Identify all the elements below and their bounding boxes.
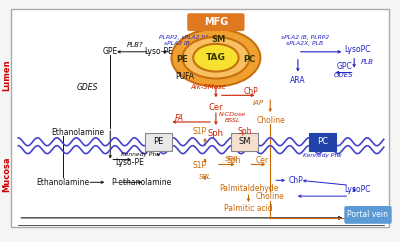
Text: SPK: SPK [225, 156, 238, 162]
Text: sPLA2 IB, PLRP2: sPLA2 IB, PLRP2 [281, 36, 329, 40]
Text: PC: PC [317, 137, 328, 146]
Text: Kennedy Ptw: Kennedy Ptw [120, 152, 159, 157]
Ellipse shape [172, 29, 260, 86]
Text: ChP: ChP [288, 176, 303, 185]
Text: PE: PE [154, 137, 164, 146]
Text: SM: SM [212, 35, 226, 45]
Text: sPLA2 IB, PLB: sPLA2 IB, PLB [164, 41, 205, 46]
Text: Portal vein: Portal vein [348, 210, 388, 219]
Text: ARA: ARA [290, 76, 306, 85]
Text: Lyso-PE: Lyso-PE [116, 158, 144, 167]
Text: Sph: Sph [208, 129, 224, 138]
Text: FA: FA [175, 113, 184, 122]
Text: GPE: GPE [103, 47, 118, 56]
Text: Cer: Cer [256, 156, 269, 165]
Text: PC: PC [243, 55, 256, 64]
Text: Choline: Choline [256, 192, 284, 201]
Text: Palmitic acid: Palmitic acid [224, 204, 273, 213]
Text: ChP: ChP [244, 87, 259, 96]
Text: Choline: Choline [257, 116, 286, 126]
FancyBboxPatch shape [187, 13, 244, 31]
Text: PLRP2, sPLA2 IIA: PLRP2, sPLA2 IIA [159, 36, 209, 40]
FancyBboxPatch shape [145, 133, 172, 151]
Text: Alk-SMase: Alk-SMase [190, 84, 226, 91]
Text: Cer: Cer [208, 103, 223, 112]
Text: GPC: GPC [336, 62, 352, 71]
Text: sPLA2X, PLB: sPLA2X, PLB [286, 41, 323, 46]
Text: GDES: GDES [334, 72, 353, 77]
Text: SM: SM [238, 137, 251, 146]
Text: PUFA: PUFA [175, 72, 194, 81]
Text: GDES: GDES [77, 83, 98, 92]
Ellipse shape [182, 37, 250, 78]
Text: Mucosa: Mucosa [2, 157, 11, 192]
Text: Sph: Sph [226, 156, 241, 165]
Text: S1P: S1P [192, 127, 206, 136]
Text: N-CDose: N-CDose [219, 112, 246, 117]
Text: PLB?: PLB? [127, 42, 143, 48]
Text: MFG: MFG [204, 17, 228, 27]
Text: BSSL: BSSL [225, 118, 240, 122]
FancyBboxPatch shape [231, 133, 258, 151]
FancyBboxPatch shape [12, 9, 389, 227]
Text: IAP: IAP [253, 100, 264, 106]
Text: Lumen: Lumen [2, 60, 11, 91]
Text: PLB: PLB [360, 59, 374, 65]
Text: P-ethanolamine: P-ethanolamine [112, 178, 172, 187]
Ellipse shape [193, 44, 239, 72]
FancyBboxPatch shape [309, 133, 336, 151]
Text: TAG: TAG [206, 53, 226, 62]
Text: LysoPC: LysoPC [344, 45, 370, 54]
Text: PE: PE [176, 55, 188, 64]
Text: Ethanolamine: Ethanolamine [51, 128, 104, 137]
Text: SPL: SPL [199, 174, 211, 180]
Text: S1P: S1P [192, 161, 206, 170]
Text: Palmitaldehyde: Palmitaldehyde [219, 184, 278, 193]
FancyBboxPatch shape [344, 206, 392, 224]
Text: Lyso-PE: Lyso-PE [144, 47, 173, 56]
Text: Kennedy Ptw: Kennedy Ptw [303, 153, 342, 158]
Text: Ethanolamine: Ethanolamine [36, 178, 89, 187]
Text: LysoPC: LysoPC [344, 185, 370, 194]
Text: Sph: Sph [237, 127, 252, 136]
